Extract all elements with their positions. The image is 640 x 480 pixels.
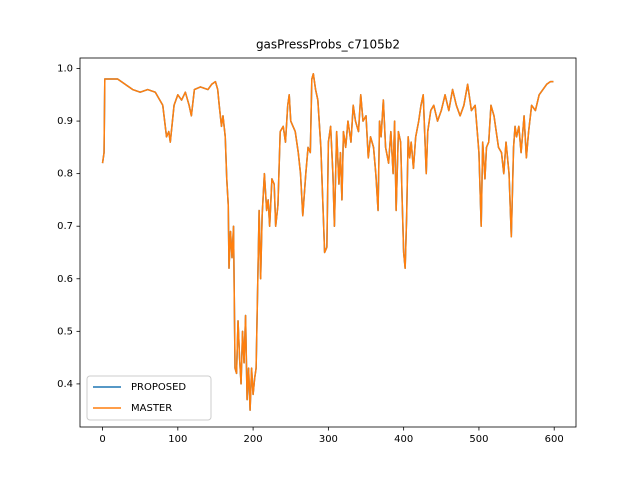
chart-title: gasPressProbs_c7105b2 <box>256 38 400 52</box>
plot-frame <box>79 57 577 428</box>
x-tick-label: 100 <box>168 434 187 445</box>
y-tick-label: 0.5 <box>57 326 73 337</box>
x-tick-label: 200 <box>244 434 263 445</box>
legend-label: PROPOSED <box>131 382 186 393</box>
x-tick-label: 600 <box>545 434 564 445</box>
legend-label: MASTER <box>131 403 172 414</box>
y-tick-label: 1.0 <box>57 64 73 75</box>
y-tick-label: 0.7 <box>57 221 73 232</box>
y-tick-label: 0.9 <box>57 116 73 127</box>
y-tick-label: 0.4 <box>57 379 73 390</box>
x-tick-label: 0 <box>99 434 105 445</box>
x-tick-label: 300 <box>319 434 338 445</box>
y-tick-label: 0.6 <box>57 274 73 285</box>
series-line <box>101 73 554 411</box>
x-tick-label: 500 <box>469 434 488 445</box>
x-tick-label: 400 <box>394 434 413 445</box>
y-tick-label: 0.8 <box>57 169 73 180</box>
